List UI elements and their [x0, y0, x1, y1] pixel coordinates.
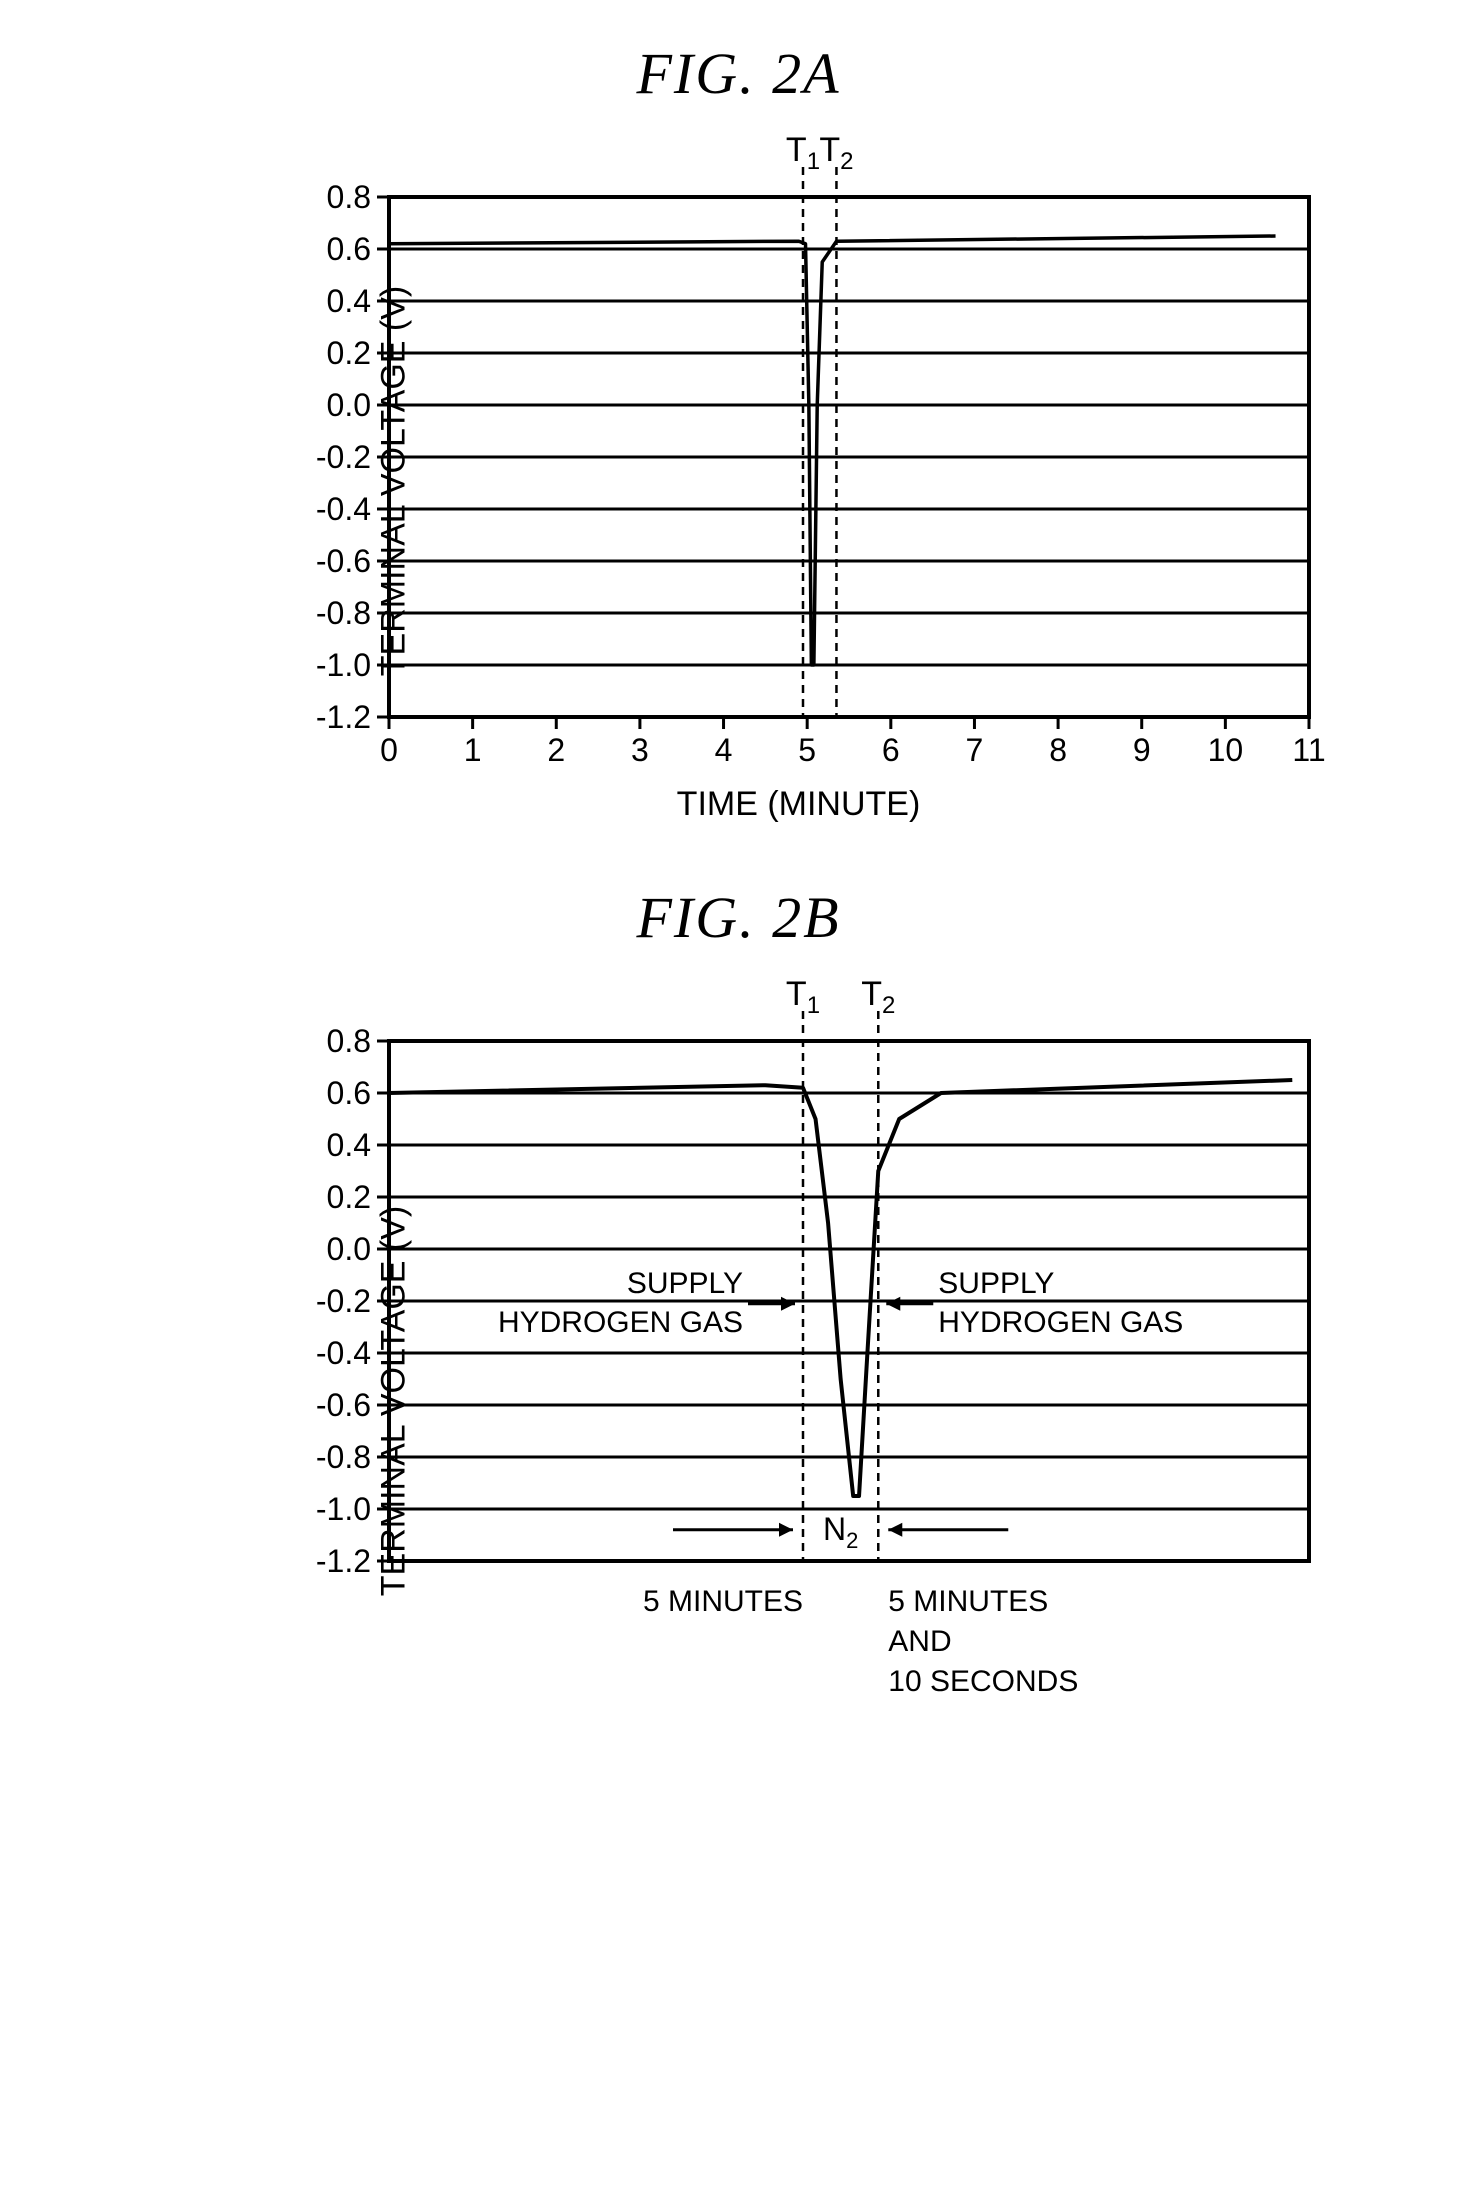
- chart-2b-svg: -1.2-1.0-0.8-0.6-0.4-0.20.00.20.40.60.8T…: [309, 981, 1329, 1821]
- svg-text:-1.0: -1.0: [315, 647, 370, 683]
- svg-text:-0.8: -0.8: [315, 595, 370, 631]
- svg-text:9: 9: [1132, 732, 1150, 768]
- svg-text:-0.4: -0.4: [315, 1335, 370, 1371]
- svg-text:3: 3: [631, 732, 649, 768]
- svg-text:SUPPLY: SUPPLY: [626, 1267, 742, 1300]
- chart-2a-svg: -1.2 -1.0 -0.8 -0.6 -0.4 -0.2 0.0 0.2 0.4 0.6 0.8 0…: [309, 137, 1329, 777]
- svg-text:0.6: 0.6: [326, 1075, 370, 1111]
- svg-text:0.0: 0.0: [326, 1231, 370, 1267]
- svg-text:-0.6: -0.6: [315, 1387, 370, 1423]
- chart-2b-ylabel: TERMINAL VOLTAGE (V): [374, 1206, 413, 1596]
- svg-text:5 MINUTES: 5 MINUTES: [888, 1585, 1048, 1618]
- svg-text:2: 2: [547, 732, 565, 768]
- svg-text:0.4: 0.4: [326, 283, 370, 319]
- svg-text:-0.6: -0.6: [315, 543, 370, 579]
- svg-text:0.0: 0.0: [326, 387, 370, 423]
- svg-text:4: 4: [714, 732, 732, 768]
- svg-text:0.8: 0.8: [326, 179, 370, 215]
- svg-text:1: 1: [463, 732, 481, 768]
- svg-text:10 SECONDS: 10 SECONDS: [888, 1665, 1078, 1698]
- svg-text:-1.0: -1.0: [315, 1491, 370, 1527]
- svg-text:-0.4: -0.4: [315, 491, 370, 527]
- svg-text:0.2: 0.2: [326, 335, 370, 371]
- svg-text:AND: AND: [888, 1625, 951, 1658]
- chart-2a-holder: TERMINAL VOLTAGE (V) -1.2 -1.0 -0.8 -0.6 -0.…: [309, 137, 1289, 824]
- svg-text:0.4: 0.4: [326, 1127, 370, 1163]
- chart-2a-ylabel: TERMINAL VOLTAGE (V): [374, 285, 413, 675]
- figure-2a-title: FIG. 2A: [189, 40, 1289, 107]
- figure-2b: FIG. 2B TERMINAL VOLTAGE (V) -1.2 -1.0 -0.…: [189, 884, 1289, 1821]
- svg-text:10: 10: [1207, 732, 1243, 768]
- svg-text:11: 11: [1292, 732, 1325, 768]
- svg-text:SUPPLY: SUPPLY: [938, 1267, 1054, 1300]
- svg-text:HYDROGEN GAS: HYDROGEN GAS: [938, 1306, 1183, 1339]
- figure-2a: FIG. 2A TERMINAL VOLTAGE (V) -1.2 -1.0 -0.…: [189, 40, 1289, 824]
- svg-text:HYDROGEN GAS: HYDROGEN GAS: [497, 1306, 742, 1339]
- svg-text:0.8: 0.8: [326, 1023, 370, 1059]
- svg-text:8: 8: [1049, 732, 1067, 768]
- svg-text:-0.8: -0.8: [315, 1439, 370, 1475]
- chart-2b-holder: TERMINAL VOLTAGE (V) -1.2 -1.0 -0.8 -0.6 -0.…: [309, 981, 1289, 1821]
- svg-text:5 MINUTES: 5 MINUTES: [642, 1585, 802, 1618]
- svg-text:6: 6: [881, 732, 899, 768]
- svg-text:-0.2: -0.2: [315, 1283, 370, 1319]
- figure-2b-title: FIG. 2B: [189, 884, 1289, 951]
- svg-text:0.2: 0.2: [326, 1179, 370, 1215]
- svg-text:7: 7: [965, 732, 983, 768]
- svg-text:-1.2: -1.2: [315, 1543, 370, 1579]
- svg-text:-1.2: -1.2: [315, 699, 370, 735]
- svg-text:0.6: 0.6: [326, 231, 370, 267]
- svg-text:0: 0: [380, 732, 398, 768]
- svg-text:-0.2: -0.2: [315, 439, 370, 475]
- svg-text:5: 5: [798, 732, 816, 768]
- chart-2a-xlabel: TIME (MINUTE): [309, 785, 1289, 824]
